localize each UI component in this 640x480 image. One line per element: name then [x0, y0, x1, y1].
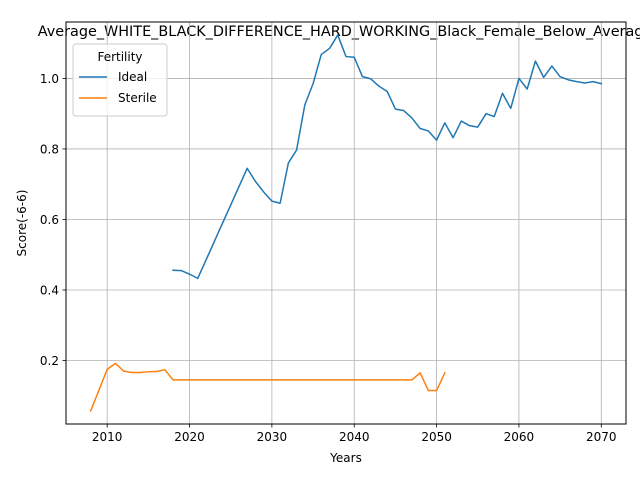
- axis-ticks: 2010 2020 2030 2040 2050 2060 2070 0.2 0.4 0.6 0.8…: [40, 72, 617, 444]
- x-tick-label: 2070: [586, 430, 617, 444]
- chart-title: Average_WHITE_BLACK_DIFFERENCE_HARD_WORK…: [38, 24, 640, 40]
- legend: Fertility Ideal Sterile: [72, 43, 168, 117]
- legend-title: Fertility: [97, 50, 142, 64]
- plot-frame: [65, 21, 627, 425]
- x-tick-label: 2010: [92, 430, 123, 444]
- y-axis-label: Score(-6-6): [15, 190, 29, 257]
- y-tick-label: 0.4: [40, 284, 59, 298]
- series-group: [89, 34, 603, 412]
- legend-label-sterile: Sterile: [118, 91, 157, 105]
- x-tick-label: 2060: [504, 430, 535, 444]
- x-axis-label: Years: [329, 451, 362, 465]
- grid: [66, 22, 626, 424]
- y-tick-label: 0.8: [40, 142, 59, 156]
- x-tick-label: 2030: [257, 430, 288, 444]
- x-tick-label: 2050: [421, 430, 452, 444]
- series-line-ideal: [172, 34, 603, 280]
- y-tick-label: 0.2: [40, 354, 59, 368]
- x-tick-label: 2020: [174, 430, 205, 444]
- legend-label-ideal: Ideal: [118, 70, 147, 84]
- series-line-sterile: [89, 362, 446, 412]
- y-tick-label: 1.0: [40, 72, 59, 86]
- x-tick-label: 2040: [339, 430, 370, 444]
- y-tick-label: 0.6: [40, 213, 59, 227]
